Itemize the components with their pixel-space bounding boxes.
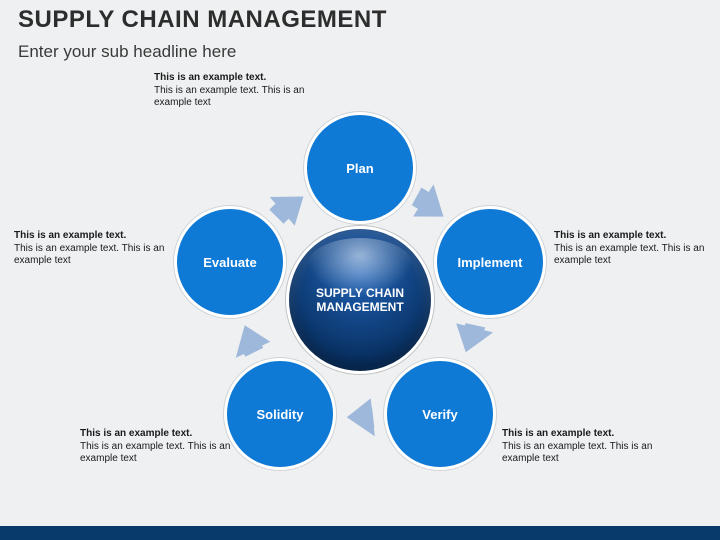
callout-bold: This is an example text.: [554, 230, 714, 243]
callout-bold: This is an example text.: [14, 230, 184, 243]
cycle-diagram: SUPPLY CHAIN MANAGEMENT Plan Implement Veri…: [0, 0, 720, 540]
callout-bold: This is an example text.: [80, 428, 260, 441]
cycle-arrow: [412, 184, 444, 216]
cycle-node-label: Verify: [422, 407, 457, 422]
callout-solidity: This is an example text.This is an examp…: [80, 428, 260, 466]
cycle-node-label: Implement: [457, 255, 522, 270]
cycle-arrow: [347, 398, 375, 436]
callout-text: This is an example text. This is an exam…: [154, 85, 304, 109]
center-node-label: SUPPLY CHAIN MANAGEMENT: [289, 286, 431, 314]
cycle-node-implement: Implement: [434, 206, 546, 318]
callout-bold: This is an example text.: [154, 72, 344, 85]
footer-bar: [0, 526, 720, 540]
slide: Supply Chain Management Enter your sub h…: [0, 0, 720, 540]
callout-plan: This is an example text.This is an examp…: [154, 72, 344, 110]
callout-text: This is an example text. This is an exam…: [502, 441, 652, 465]
cycle-arrow: [269, 196, 303, 225]
callout-verify: This is an example text.This is an examp…: [502, 428, 682, 466]
cycle-arrow: [236, 325, 270, 358]
cycle-node-evaluate: Evaluate: [174, 206, 286, 318]
callout-text: This is an example text. This is an exam…: [80, 441, 230, 465]
cycle-node-plan: Plan: [304, 112, 416, 224]
cycle-node-verify: Verify: [384, 358, 496, 470]
callout-bold: This is an example text.: [502, 428, 682, 441]
callout-implement: This is an example text.This is an examp…: [554, 230, 714, 268]
callout-text: This is an example text. This is an exam…: [14, 243, 164, 267]
cycle-node-label: Plan: [346, 161, 373, 176]
cycle-node-label: Solidity: [257, 407, 304, 422]
center-node: SUPPLY CHAIN MANAGEMENT: [286, 226, 434, 374]
cycle-arrow: [456, 323, 493, 352]
callout-text: This is an example text. This is an exam…: [554, 243, 704, 267]
callout-evaluate: This is an example text.This is an examp…: [14, 230, 184, 268]
cycle-node-label: Evaluate: [203, 255, 256, 270]
